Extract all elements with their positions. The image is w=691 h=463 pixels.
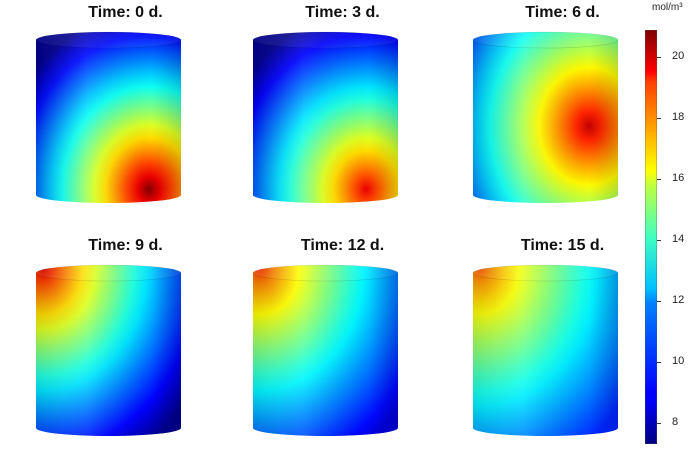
colorbar-tick-label: 18 xyxy=(672,111,685,124)
colorbar-unit-label: mol/m³ xyxy=(652,2,683,13)
colorbar-tick-mark xyxy=(657,300,661,302)
colorbar-tick-mark xyxy=(657,240,661,242)
cylinder-top-cap xyxy=(35,264,182,282)
cylinder-surface-plot xyxy=(252,31,399,203)
cylinder-surface-plot xyxy=(472,264,619,436)
colorbar-tick-label: 16 xyxy=(672,172,685,185)
cylinder-surface-plot xyxy=(252,264,399,436)
panel-title: Time: 15 d. xyxy=(520,237,605,254)
colorbar-tick-label: 20 xyxy=(672,50,685,63)
panel: Time: 12 d. xyxy=(235,233,450,463)
panel-title: Time: 9 d. xyxy=(88,237,163,254)
colorbar-tick-label: 10 xyxy=(672,354,685,367)
cylinder-top-cap xyxy=(472,264,619,282)
panel-title: Time: 12 d. xyxy=(300,237,385,254)
cylinder-shading xyxy=(473,32,618,203)
panel: Time: 9 d. xyxy=(18,233,233,463)
colorbar-tick-mark xyxy=(657,179,661,181)
panel: Time: 3 d. xyxy=(235,0,450,230)
cylinder-top-cap xyxy=(252,31,399,49)
colorbar-tick-mark xyxy=(657,361,661,363)
panel: Time: 15 d. xyxy=(455,233,670,463)
cylinder-surface-plot xyxy=(35,31,182,203)
panel-title: Time: 6 d. xyxy=(525,4,600,21)
cylinder-top-cap xyxy=(252,264,399,282)
panel-title: Time: 3 d. xyxy=(305,4,380,21)
cylinder-shading xyxy=(253,32,398,203)
colorbar-tick-mark xyxy=(657,118,661,120)
colorbar xyxy=(645,30,657,444)
colorbar-tick-mark xyxy=(657,57,661,59)
cylinder-shading xyxy=(473,265,618,436)
cylinder-surface-plot xyxy=(472,31,619,203)
cylinder-shading xyxy=(36,32,181,203)
panel: Time: 0 d. xyxy=(18,0,233,230)
panel-title: Time: 0 d. xyxy=(88,4,163,21)
panel: Time: 6 d. xyxy=(455,0,670,230)
colorbar-tick-label: 8 xyxy=(672,415,679,428)
colorbar-tick-label: 14 xyxy=(672,233,685,246)
cylinder-top-cap xyxy=(472,31,619,49)
colorbar-tick-mark xyxy=(657,422,661,424)
cylinder-shading xyxy=(253,265,398,436)
colorbar-tick-label: 12 xyxy=(672,293,685,306)
cylinder-top-cap xyxy=(35,31,182,49)
cylinder-surface-plot xyxy=(35,264,182,436)
cylinder-shading xyxy=(36,265,181,436)
